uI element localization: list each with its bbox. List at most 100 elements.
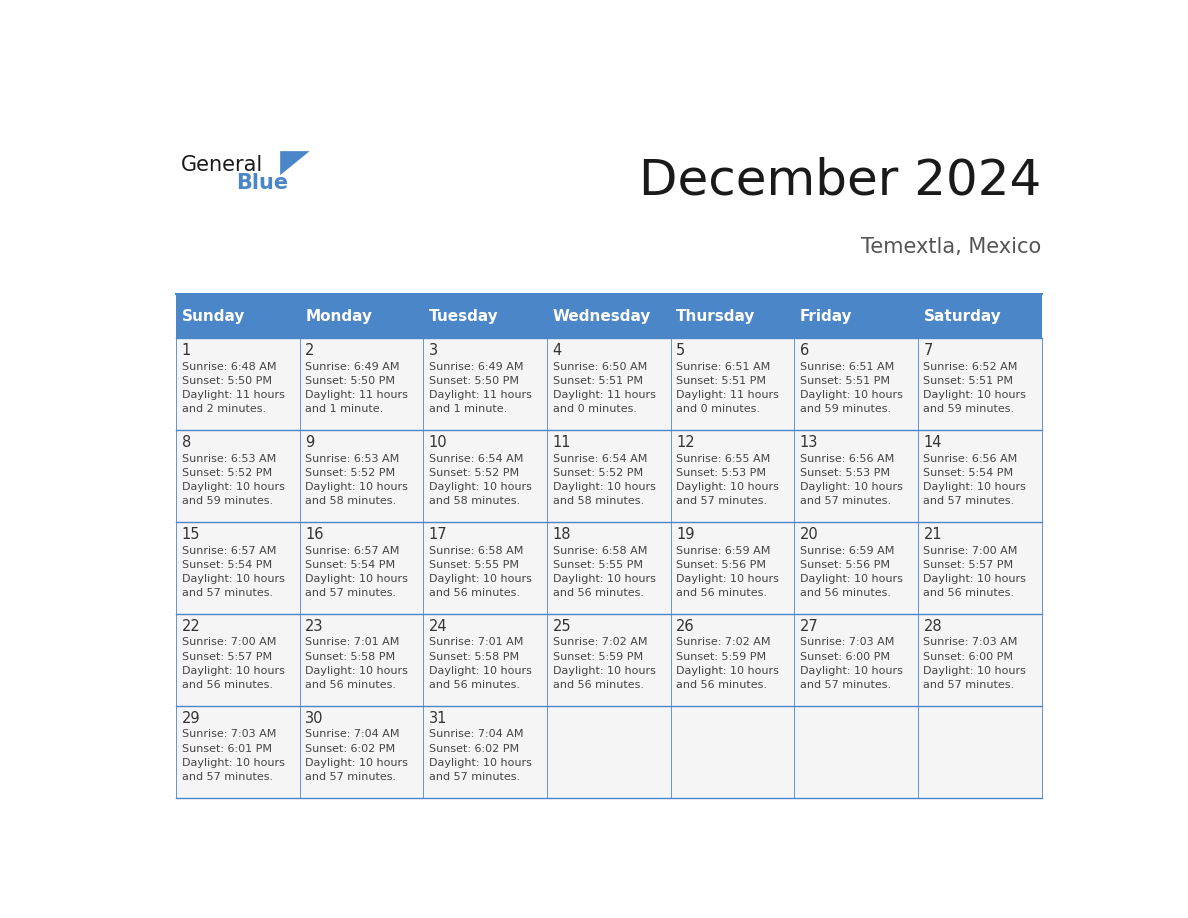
Text: Sunrise: 7:01 AM: Sunrise: 7:01 AM xyxy=(429,637,523,647)
Text: Sunrise: 6:54 AM: Sunrise: 6:54 AM xyxy=(429,453,523,464)
Text: Sunrise: 6:50 AM: Sunrise: 6:50 AM xyxy=(552,362,646,372)
Text: Saturday: Saturday xyxy=(923,308,1001,324)
Bar xyxy=(918,339,1042,431)
Bar xyxy=(918,294,1042,339)
Text: Sunset: 5:58 PM: Sunset: 5:58 PM xyxy=(429,652,519,662)
Text: 2: 2 xyxy=(305,343,315,358)
Text: Sunrise: 6:49 AM: Sunrise: 6:49 AM xyxy=(429,362,524,372)
Text: Daylight: 10 hours: Daylight: 10 hours xyxy=(305,666,409,676)
Text: Sunrise: 6:49 AM: Sunrise: 6:49 AM xyxy=(305,362,400,372)
Text: Daylight: 11 hours: Daylight: 11 hours xyxy=(552,390,656,400)
Text: Sunset: 5:55 PM: Sunset: 5:55 PM xyxy=(429,560,519,570)
Text: Daylight: 10 hours: Daylight: 10 hours xyxy=(305,757,409,767)
Text: Daylight: 11 hours: Daylight: 11 hours xyxy=(305,390,409,400)
Text: Sunrise: 7:02 AM: Sunrise: 7:02 AM xyxy=(552,637,647,647)
Text: Daylight: 10 hours: Daylight: 10 hours xyxy=(429,574,532,584)
Text: Sunrise: 6:56 AM: Sunrise: 6:56 AM xyxy=(800,453,895,464)
Text: Daylight: 10 hours: Daylight: 10 hours xyxy=(923,574,1026,584)
Text: and 1 minute.: and 1 minute. xyxy=(305,404,384,414)
Bar xyxy=(546,339,671,431)
Text: 5: 5 xyxy=(676,343,685,358)
Text: Sunset: 5:54 PM: Sunset: 5:54 PM xyxy=(923,468,1013,478)
Text: Sunrise: 7:00 AM: Sunrise: 7:00 AM xyxy=(182,637,276,647)
Text: and 59 minutes.: and 59 minutes. xyxy=(923,404,1015,414)
Text: and 56 minutes.: and 56 minutes. xyxy=(676,680,767,690)
Text: and 57 minutes.: and 57 minutes. xyxy=(182,772,273,782)
Text: Sunset: 5:51 PM: Sunset: 5:51 PM xyxy=(552,376,643,386)
Bar xyxy=(299,706,423,798)
Text: 3: 3 xyxy=(429,343,438,358)
Text: Sunset: 6:02 PM: Sunset: 6:02 PM xyxy=(305,744,396,754)
Text: Sunrise: 7:02 AM: Sunrise: 7:02 AM xyxy=(676,637,771,647)
Text: Sunset: 5:56 PM: Sunset: 5:56 PM xyxy=(676,560,766,570)
Bar xyxy=(423,294,546,339)
Text: Sunset: 5:51 PM: Sunset: 5:51 PM xyxy=(800,376,890,386)
Text: Sunrise: 6:53 AM: Sunrise: 6:53 AM xyxy=(305,453,399,464)
Text: and 57 minutes.: and 57 minutes. xyxy=(182,588,273,598)
Text: Daylight: 10 hours: Daylight: 10 hours xyxy=(800,482,903,492)
Text: Sunrise: 6:57 AM: Sunrise: 6:57 AM xyxy=(182,545,276,555)
Text: Daylight: 10 hours: Daylight: 10 hours xyxy=(676,574,779,584)
Text: Daylight: 10 hours: Daylight: 10 hours xyxy=(676,666,779,676)
Bar xyxy=(546,706,671,798)
Text: Daylight: 10 hours: Daylight: 10 hours xyxy=(552,666,656,676)
Text: Sunrise: 7:03 AM: Sunrise: 7:03 AM xyxy=(923,637,1018,647)
Text: and 56 minutes.: and 56 minutes. xyxy=(305,680,397,690)
Text: Sunrise: 7:04 AM: Sunrise: 7:04 AM xyxy=(429,730,524,739)
Text: Sunrise: 6:59 AM: Sunrise: 6:59 AM xyxy=(800,545,895,555)
Bar xyxy=(423,522,546,614)
Text: 31: 31 xyxy=(429,711,448,726)
Text: Daylight: 10 hours: Daylight: 10 hours xyxy=(305,574,409,584)
Text: Sunrise: 6:55 AM: Sunrise: 6:55 AM xyxy=(676,453,771,464)
Text: 11: 11 xyxy=(552,435,571,451)
Text: Daylight: 10 hours: Daylight: 10 hours xyxy=(800,666,903,676)
Text: and 57 minutes.: and 57 minutes. xyxy=(923,496,1015,506)
Bar xyxy=(176,339,299,431)
Bar xyxy=(546,431,671,522)
Text: Sunrise: 7:00 AM: Sunrise: 7:00 AM xyxy=(923,545,1018,555)
Text: Sunset: 5:54 PM: Sunset: 5:54 PM xyxy=(182,560,272,570)
Text: Sunset: 5:52 PM: Sunset: 5:52 PM xyxy=(305,468,396,478)
Text: and 58 minutes.: and 58 minutes. xyxy=(305,496,397,506)
Bar xyxy=(671,706,795,798)
Text: Daylight: 10 hours: Daylight: 10 hours xyxy=(800,390,903,400)
Bar xyxy=(423,614,546,706)
Text: and 58 minutes.: and 58 minutes. xyxy=(429,496,520,506)
Text: Sunset: 5:50 PM: Sunset: 5:50 PM xyxy=(182,376,272,386)
Bar xyxy=(423,339,546,431)
Text: Daylight: 10 hours: Daylight: 10 hours xyxy=(552,482,656,492)
Text: and 1 minute.: and 1 minute. xyxy=(429,404,507,414)
Polygon shape xyxy=(280,151,310,175)
Text: Sunset: 5:58 PM: Sunset: 5:58 PM xyxy=(305,652,396,662)
Text: Sunrise: 6:54 AM: Sunrise: 6:54 AM xyxy=(552,453,647,464)
Text: Daylight: 10 hours: Daylight: 10 hours xyxy=(429,482,532,492)
Text: 9: 9 xyxy=(305,435,315,451)
Bar xyxy=(671,294,795,339)
Text: and 56 minutes.: and 56 minutes. xyxy=(923,588,1015,598)
Text: 12: 12 xyxy=(676,435,695,451)
Text: Thursday: Thursday xyxy=(676,308,756,324)
Bar xyxy=(795,339,918,431)
Text: 23: 23 xyxy=(305,619,324,634)
Text: 1: 1 xyxy=(182,343,191,358)
Text: Sunrise: 6:52 AM: Sunrise: 6:52 AM xyxy=(923,362,1018,372)
Text: Daylight: 11 hours: Daylight: 11 hours xyxy=(429,390,532,400)
Text: 17: 17 xyxy=(429,527,448,543)
Text: and 0 minutes.: and 0 minutes. xyxy=(676,404,760,414)
Bar xyxy=(918,522,1042,614)
Bar xyxy=(299,431,423,522)
Text: Sunset: 5:52 PM: Sunset: 5:52 PM xyxy=(429,468,519,478)
Bar xyxy=(795,294,918,339)
Text: Sunset: 5:50 PM: Sunset: 5:50 PM xyxy=(429,376,519,386)
Text: 26: 26 xyxy=(676,619,695,634)
Text: 15: 15 xyxy=(182,527,200,543)
Text: Sunset: 6:00 PM: Sunset: 6:00 PM xyxy=(800,652,890,662)
Text: and 57 minutes.: and 57 minutes. xyxy=(429,772,520,782)
Text: Sunset: 6:00 PM: Sunset: 6:00 PM xyxy=(923,652,1013,662)
Text: Sunday: Sunday xyxy=(182,308,245,324)
Text: Sunset: 5:57 PM: Sunset: 5:57 PM xyxy=(182,652,272,662)
Text: 28: 28 xyxy=(923,619,942,634)
Text: Sunrise: 7:04 AM: Sunrise: 7:04 AM xyxy=(305,730,400,739)
Text: Tuesday: Tuesday xyxy=(429,308,499,324)
Text: 25: 25 xyxy=(552,619,571,634)
